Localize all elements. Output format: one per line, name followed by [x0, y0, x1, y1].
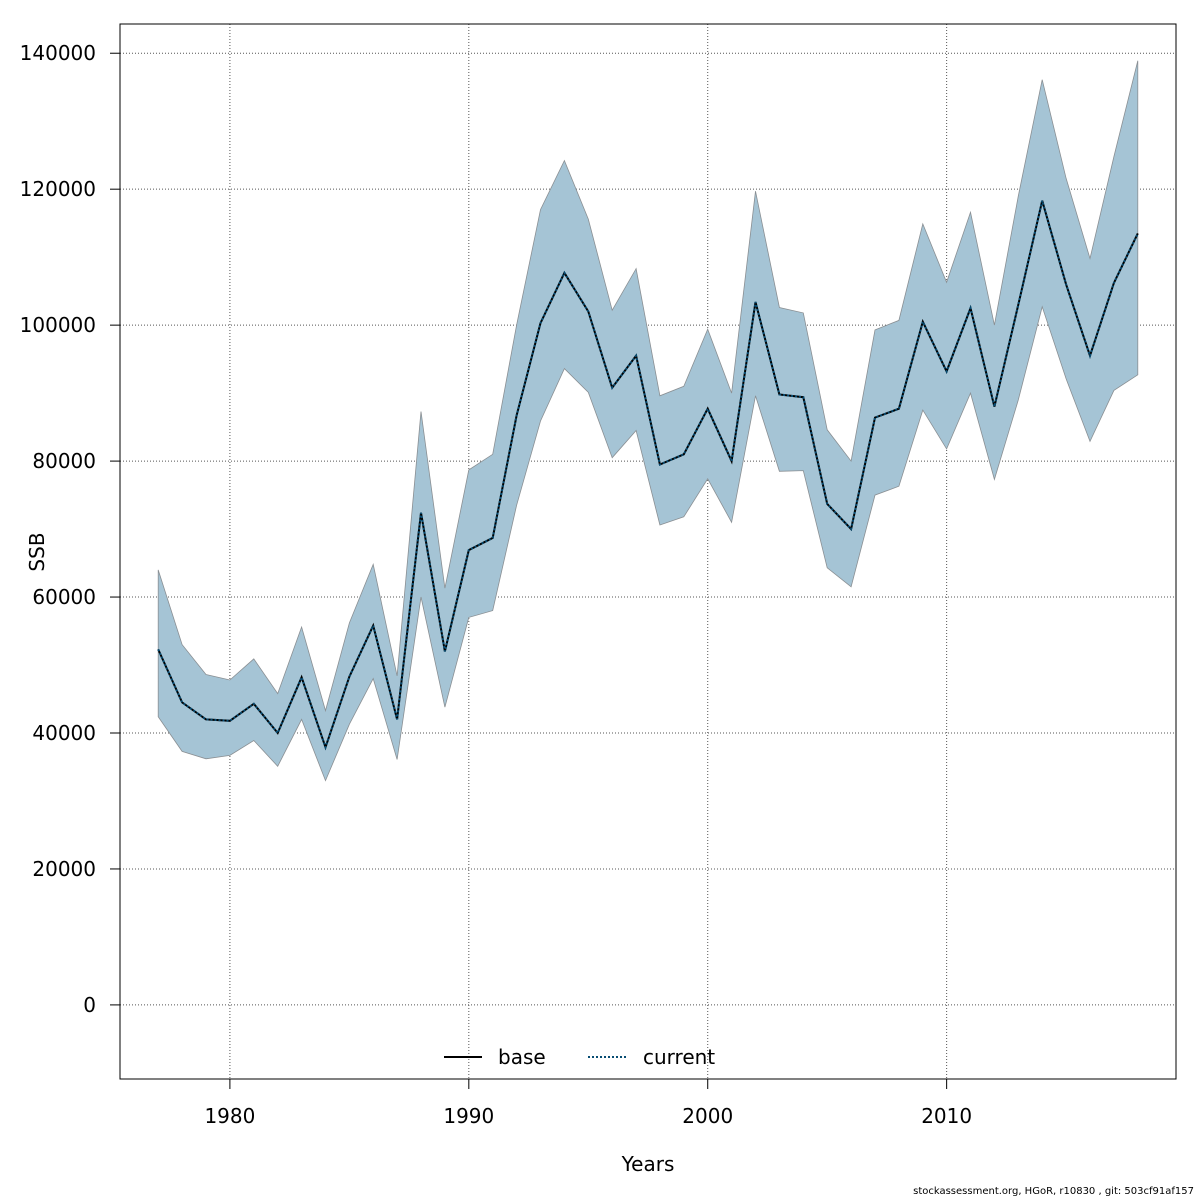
- x-tick-label: 1990: [443, 1104, 494, 1128]
- x-tick-label: 2000: [682, 1104, 733, 1128]
- x-tick-label: 2010: [921, 1104, 972, 1128]
- y-tick-label: 60000: [32, 585, 96, 609]
- legend-label-base: base: [498, 1045, 546, 1069]
- legend: base current: [444, 1045, 715, 1069]
- y-tick-label: 40000: [32, 721, 96, 745]
- y-tick-label: 80000: [32, 449, 96, 473]
- footer-credit: stockassessment.org, HGoR, r10830 , git:…: [913, 1186, 1194, 1197]
- x-axis-title: Years: [621, 1152, 675, 1176]
- legend-label-current: current: [643, 1045, 715, 1069]
- y-tick-label: 140000: [20, 41, 96, 65]
- y-tick-label: 0: [83, 993, 96, 1017]
- y-tick-label: 120000: [20, 177, 96, 201]
- plot-frame: [119, 23, 1177, 1080]
- y-tick-label: 100000: [20, 313, 96, 337]
- confidence-band: [157, 60, 1139, 782]
- x-axis: 1980 1990 2000 2010: [204, 1079, 972, 1128]
- series-line-current: [157, 200, 1139, 751]
- y-tick-label: 20000: [32, 857, 96, 881]
- y-axis-title: SSB: [25, 532, 49, 571]
- x-tick-label: 1980: [204, 1104, 255, 1128]
- y-axis: 0 20000 40000 60000 80000 100000 120000 140000: [20, 41, 120, 1017]
